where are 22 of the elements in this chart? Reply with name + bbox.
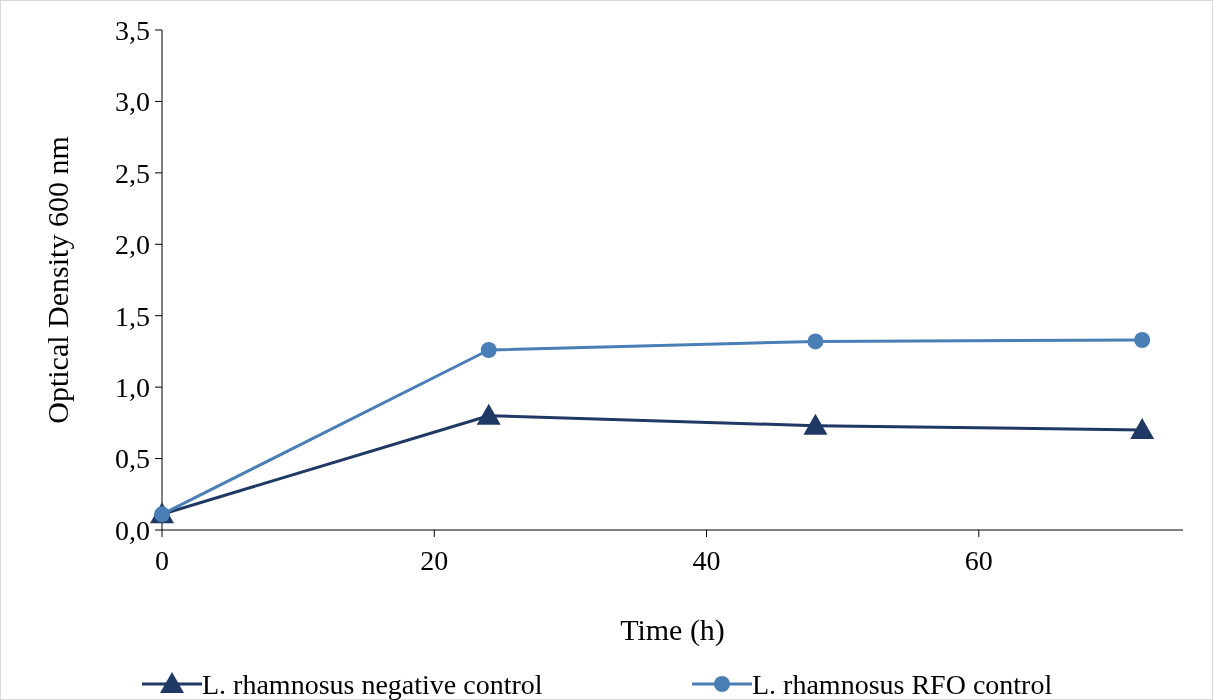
point — [1130, 418, 1155, 439]
y-tick-label: 3,0 — [115, 86, 150, 118]
point — [480, 342, 497, 358]
point — [803, 413, 828, 435]
y-tick-label: 1,5 — [115, 300, 150, 332]
y-tick-label: 0,0 — [115, 514, 150, 546]
point — [1134, 332, 1151, 348]
point — [476, 403, 501, 425]
point — [807, 333, 824, 350]
y-tick-label: 2,0 — [115, 229, 150, 261]
legend-label: L. rhamnosus negative control — [202, 668, 543, 700]
x-tick-label: 40 — [692, 545, 721, 576]
y-axis-title: Optical Density 600 nm — [41, 136, 74, 424]
x-tick-label: 60 — [964, 545, 993, 576]
x-axis-title: Time (h) — [620, 613, 725, 647]
y-tick-label: 2,5 — [115, 157, 150, 189]
y-tick-label: 0,5 — [115, 443, 150, 475]
legend-label: L. rhamnosus RFO control — [752, 668, 1053, 700]
y-tick-label: 3,5 — [115, 14, 150, 46]
x-tick-label: 0 — [155, 545, 169, 576]
y-tick-label: 1,0 — [115, 371, 150, 403]
x-tick-label: 20 — [420, 545, 449, 576]
